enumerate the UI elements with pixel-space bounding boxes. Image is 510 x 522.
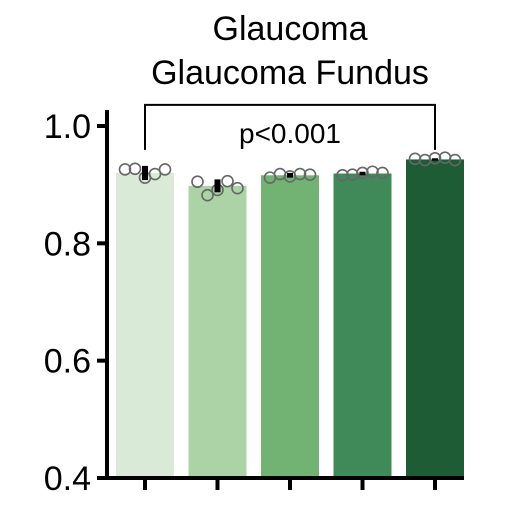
chart-title: Glaucoma xyxy=(213,10,368,48)
bar-2 xyxy=(261,175,319,478)
data-point-1-1 xyxy=(201,188,214,202)
data-point-3-4 xyxy=(376,166,389,180)
data-point-2-4 xyxy=(303,168,317,181)
data-point-4-2 xyxy=(428,151,442,165)
data-point-0-4 xyxy=(158,163,172,176)
y-tick-label-3: 1.0 xyxy=(44,108,91,146)
data-point-0-1 xyxy=(128,162,142,176)
data-point-0-0 xyxy=(118,163,132,176)
bar-3 xyxy=(333,173,392,478)
y-tick-label-1: 0.6 xyxy=(44,343,91,381)
bar-0 xyxy=(116,172,174,478)
significance-label: p<0.001 xyxy=(239,118,341,149)
data-point-3-0 xyxy=(336,168,349,182)
data-point-4-4 xyxy=(448,153,462,167)
significance-bracket xyxy=(144,103,436,150)
data-point-2-3 xyxy=(293,167,307,181)
data-point-1-3 xyxy=(221,174,234,188)
bar-4 xyxy=(406,159,464,478)
chart-subtitle: Glaucoma Fundus xyxy=(151,54,429,92)
data-point-1-0 xyxy=(191,175,204,189)
data-point-1-4 xyxy=(231,181,244,195)
data-point-3-3 xyxy=(366,165,379,179)
bar-1 xyxy=(188,185,247,478)
data-point-3-2 xyxy=(356,166,369,180)
plot-area: 0.4 0.6 0.8 1.0 p<0.001 xyxy=(44,103,464,498)
data-point-0-3 xyxy=(148,167,162,181)
data-point-4-0 xyxy=(408,152,422,166)
y-tick-label-2: 0.8 xyxy=(44,225,91,263)
y-tick-label-0: 0.4 xyxy=(44,460,91,498)
